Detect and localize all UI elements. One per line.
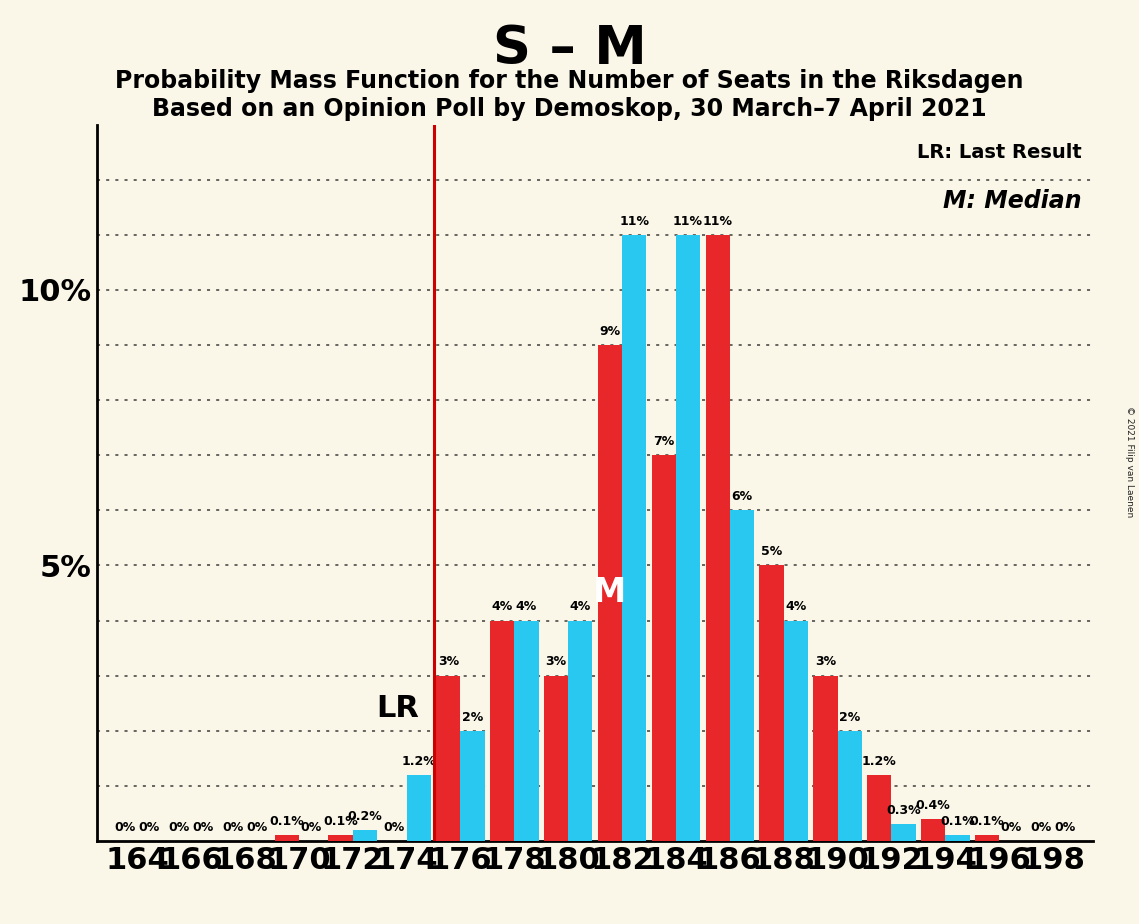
Text: 0%: 0% <box>169 821 189 833</box>
Text: LR: LR <box>376 694 419 723</box>
Text: 11%: 11% <box>703 214 732 227</box>
Text: 0%: 0% <box>384 821 405 833</box>
Bar <box>760 565 784 841</box>
Bar <box>784 621 808 841</box>
Bar <box>515 621 539 841</box>
Text: 3%: 3% <box>814 655 836 668</box>
Text: 7%: 7% <box>653 435 674 448</box>
Text: 11%: 11% <box>673 214 703 227</box>
Text: 0.1%: 0.1% <box>940 815 975 828</box>
Text: 4%: 4% <box>785 601 806 614</box>
Bar <box>705 235 730 841</box>
Text: 11%: 11% <box>620 214 649 227</box>
Bar <box>837 731 862 841</box>
Text: 3%: 3% <box>546 655 566 668</box>
Text: 9%: 9% <box>599 325 621 338</box>
Text: 0%: 0% <box>139 821 159 833</box>
Text: 0%: 0% <box>1001 821 1022 833</box>
Bar <box>622 235 646 841</box>
Bar <box>544 675 568 841</box>
Text: 6%: 6% <box>731 490 753 504</box>
Bar <box>436 675 460 841</box>
Bar <box>892 824 916 841</box>
Text: 0%: 0% <box>1055 821 1075 833</box>
Bar <box>490 621 515 841</box>
Text: 4%: 4% <box>516 601 538 614</box>
Text: 2%: 2% <box>462 711 483 723</box>
Text: 0.3%: 0.3% <box>886 804 920 817</box>
Text: 5%: 5% <box>761 545 782 558</box>
Bar <box>328 835 353 841</box>
Text: 0.1%: 0.1% <box>269 815 304 828</box>
Bar <box>813 675 837 841</box>
Text: 0.1%: 0.1% <box>969 815 1005 828</box>
Text: © 2021 Filip van Laenen: © 2021 Filip van Laenen <box>1125 407 1134 517</box>
Text: M: Median: M: Median <box>943 189 1081 213</box>
Text: 0%: 0% <box>115 821 136 833</box>
Text: 4%: 4% <box>570 601 591 614</box>
Text: 0.4%: 0.4% <box>916 798 951 811</box>
Text: LR: Last Result: LR: Last Result <box>917 142 1081 162</box>
Bar <box>921 819 945 841</box>
Bar <box>867 774 892 841</box>
Text: Based on an Opinion Poll by Demoskop, 30 March–7 April 2021: Based on an Opinion Poll by Demoskop, 30… <box>153 97 986 121</box>
Bar <box>598 345 622 841</box>
Text: 0%: 0% <box>1031 821 1051 833</box>
Bar <box>652 456 675 841</box>
Bar <box>353 830 377 841</box>
Text: 3%: 3% <box>437 655 459 668</box>
Bar <box>274 835 298 841</box>
Bar <box>675 235 700 841</box>
Text: 0%: 0% <box>246 821 268 833</box>
Bar <box>568 621 592 841</box>
Text: 1.2%: 1.2% <box>401 755 436 768</box>
Bar <box>730 510 754 841</box>
Text: S – M: S – M <box>493 23 646 75</box>
Text: 0%: 0% <box>192 821 214 833</box>
Text: 0.2%: 0.2% <box>347 809 383 822</box>
Bar <box>975 835 999 841</box>
Bar <box>945 835 969 841</box>
Text: 0.1%: 0.1% <box>323 815 358 828</box>
Bar <box>460 731 485 841</box>
Text: Probability Mass Function for the Number of Seats in the Riksdagen: Probability Mass Function for the Number… <box>115 69 1024 93</box>
Text: 1.2%: 1.2% <box>862 755 896 768</box>
Text: 2%: 2% <box>839 711 860 723</box>
Text: 4%: 4% <box>492 601 513 614</box>
Text: 0%: 0% <box>301 821 321 833</box>
Text: 0%: 0% <box>222 821 244 833</box>
Bar <box>407 774 431 841</box>
Text: M: M <box>593 577 626 610</box>
